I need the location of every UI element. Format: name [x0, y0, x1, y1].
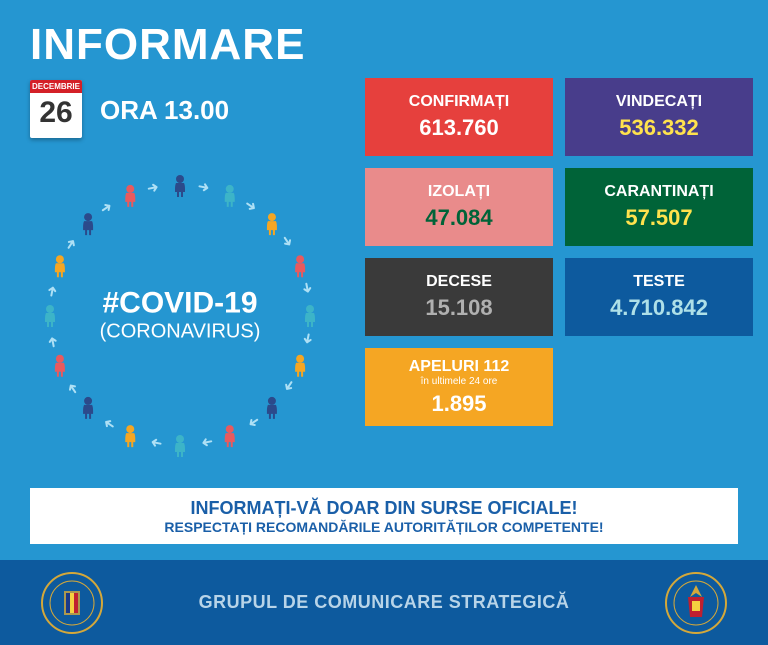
- stat-label: IZOLAȚI: [428, 183, 490, 201]
- stat-label: TESTE: [633, 273, 685, 291]
- stat-apeluri: APELURI 112 în ultimele 24 ore 1.895: [365, 348, 553, 426]
- calendar-day: 26: [30, 93, 82, 133]
- stat-value: 47.084: [425, 205, 492, 231]
- stat-value: 4.710.842: [610, 295, 708, 321]
- stat-row: CONFIRMAȚI 613.760 VINDECAȚI 536.332: [365, 78, 753, 156]
- calendar-month: DECEMBRIE: [30, 80, 82, 93]
- stat-label: CARANTINAȚI: [604, 183, 713, 201]
- stat-confirmati: CONFIRMAȚI 613.760: [365, 78, 553, 156]
- main-title: INFORMARE: [30, 20, 305, 70]
- stat-vindecati: VINDECAȚI 536.332: [565, 78, 753, 156]
- stat-value: 15.108: [425, 295, 492, 321]
- info-line2: RESPECTAȚI RECOMANDĂRILE AUTORITĂȚILOR C…: [164, 519, 603, 535]
- stat-carantinati: CARANTINAȚI 57.507: [565, 168, 753, 246]
- hashtag-label: #COVID-19: [100, 287, 261, 321]
- stat-teste: TESTE 4.710.842: [565, 258, 753, 336]
- stat-row: APELURI 112 în ultimele 24 ore 1.895: [365, 348, 753, 426]
- stat-value: 57.507: [625, 205, 692, 231]
- gov-emblem-right-icon: [664, 571, 728, 635]
- stat-row: IZOLAȚI 47.084 CARANTINAȚI 57.507: [365, 168, 753, 246]
- infographic-container: INFORMARE DECEMBRIE 26 ORA 13.00 #COVID-…: [0, 0, 768, 645]
- stat-value: 536.332: [619, 115, 699, 141]
- info-line1: INFORMAȚI-VĂ DOAR DIN SURSE OFICIALE!: [191, 498, 578, 519]
- stat-label: DECESE: [426, 273, 492, 291]
- subtitle-label: (CORONAVIRUS): [100, 321, 261, 344]
- stats-grid: CONFIRMAȚI 613.760 VINDECAȚI 536.332 IZO…: [365, 78, 753, 438]
- footer-text: GRUPUL DE COMUNICARE STRATEGICĂ: [199, 592, 570, 613]
- time-label: ORA 13.00: [100, 95, 229, 126]
- covid-circle: #COVID-19 (CORONAVIRUS): [30, 165, 330, 465]
- stat-label: CONFIRMAȚI: [409, 93, 509, 111]
- calendar-icon: DECEMBRIE 26: [30, 80, 82, 138]
- info-banner: INFORMAȚI-VĂ DOAR DIN SURSE OFICIALE! RE…: [30, 488, 738, 544]
- stat-sublabel: în ultimele 24 ore: [421, 376, 498, 387]
- stat-row: DECESE 15.108 TESTE 4.710.842: [365, 258, 753, 336]
- stat-value: 613.760: [419, 115, 499, 141]
- stat-value: 1.895: [431, 391, 486, 417]
- stat-label: APELURI 112: [409, 358, 509, 376]
- stat-label: VINDECAȚI: [616, 93, 702, 111]
- stat-izolati: IZOLAȚI 47.084: [365, 168, 553, 246]
- stat-decese: DECESE 15.108: [365, 258, 553, 336]
- gov-emblem-left-icon: [40, 571, 104, 635]
- circle-text: #COVID-19 (CORONAVIRUS): [100, 287, 261, 344]
- footer: GRUPUL DE COMUNICARE STRATEGICĂ: [0, 560, 768, 645]
